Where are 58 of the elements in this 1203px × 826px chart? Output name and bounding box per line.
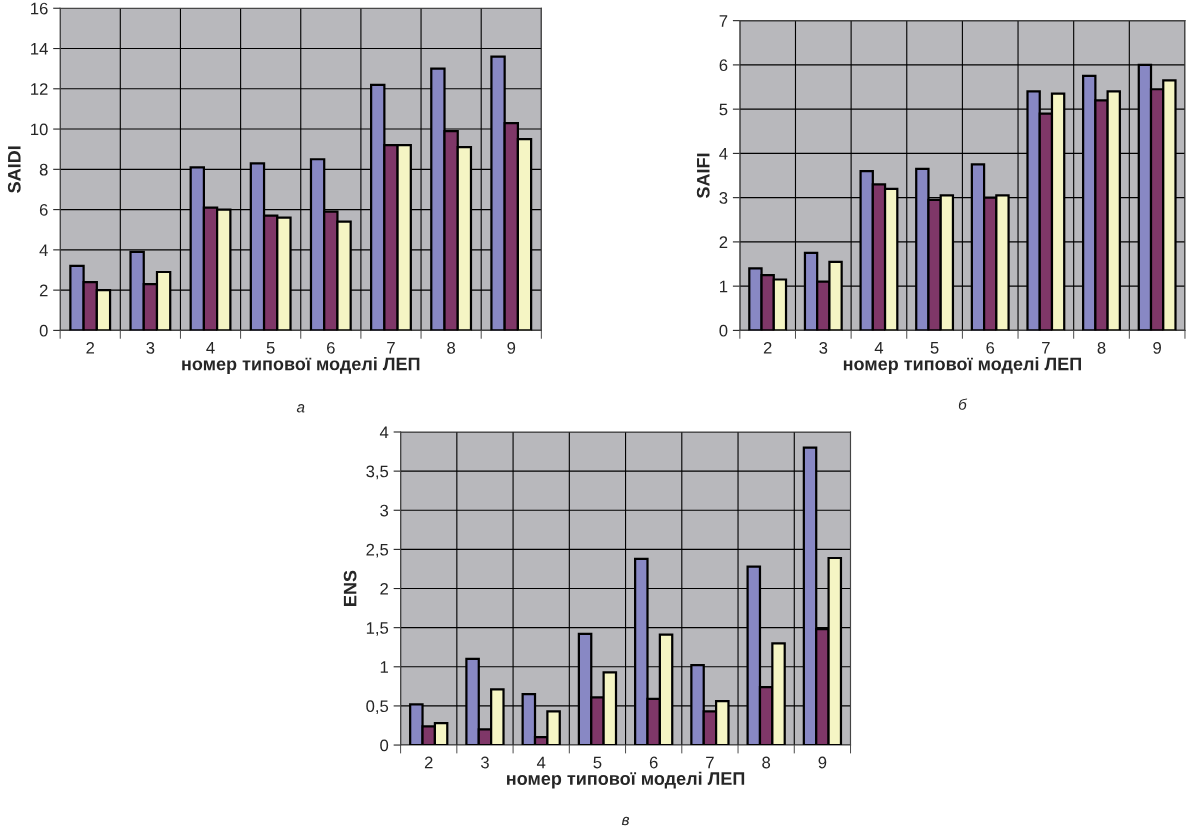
y-tick-label: 10: [31, 123, 48, 136]
y-tick-label: 4: [379, 426, 389, 439]
y-axis-title: ENS: [343, 570, 357, 606]
x-tick-label: 2: [763, 341, 772, 354]
x-tick-label: 4: [536, 756, 546, 769]
y-tick-label: 2: [380, 582, 388, 595]
x-tick-label: 7: [706, 756, 714, 769]
x-tick-label: 6: [649, 756, 658, 769]
y-tick-label: 0: [719, 324, 728, 337]
y-tick-label: 1,5: [366, 622, 389, 636]
x-tick-label: 9: [507, 341, 516, 354]
x-tick-label: 2: [424, 756, 433, 769]
y-tick-label: 8: [39, 163, 48, 176]
y-tick-label: 16: [31, 2, 48, 15]
text: а: [296, 404, 305, 413]
x-axis-title: номер типової моделі ЛЕП: [507, 771, 745, 789]
y-tick-label: 4: [39, 244, 48, 256]
y-tick-label: 3,5: [366, 465, 389, 480]
y-tick-label: 3: [380, 504, 389, 517]
x-tick-label: 6: [327, 341, 335, 354]
y-axis-title: SAIDI: [7, 146, 21, 193]
x-tick-label: 5: [593, 756, 602, 769]
x-tick-label: 7: [1042, 342, 1050, 354]
y-tick-label: 14: [31, 43, 48, 55]
x-axis-title: номер типової моделі ЛЕП: [843, 357, 1081, 374]
x-tick-label: 9: [1153, 341, 1161, 354]
x-tick-label: 4: [874, 342, 884, 354]
y-tick-label: 0,5: [366, 700, 389, 715]
x-tick-label: 3: [146, 341, 155, 354]
x-tick-label: 8: [762, 756, 771, 769]
text: в: [621, 816, 630, 826]
x-tick-label: 2: [86, 341, 95, 354]
x-tick-label: 3: [480, 756, 489, 769]
y-tick-label: 5: [719, 103, 728, 116]
x-axis-title: номер типової моделі ЛЕП: [182, 357, 420, 374]
x-tick-label: 3: [819, 341, 828, 354]
text: б: [958, 398, 968, 410]
y-tick-label: 6: [719, 59, 728, 72]
x-tick-label: 6: [986, 341, 995, 354]
y-tick-label: 4: [719, 147, 728, 160]
y-tick-label: 0: [39, 324, 48, 337]
y-tick-label: 2: [39, 284, 48, 297]
y-axis-title: SAIFI: [696, 153, 710, 199]
y-tick-label: 6: [39, 204, 48, 216]
y-tick-label: 1: [720, 280, 728, 293]
x-tick-label: 4: [206, 342, 215, 354]
y-tick-label: 0: [380, 739, 389, 752]
x-tick-label: 5: [930, 342, 939, 354]
y-tick-label: 2: [719, 236, 728, 248]
y-tick-label: 1: [380, 661, 388, 673]
y-tick-label: 2,5: [366, 543, 389, 558]
y-tick-label: 7: [719, 15, 728, 27]
x-tick-label: 8: [447, 341, 456, 354]
x-tick-label: 5: [266, 342, 275, 354]
y-tick-label: 12: [31, 83, 48, 95]
x-tick-label: 9: [818, 756, 827, 769]
y-tick-label: 3: [719, 192, 728, 204]
x-tick-label: 8: [1097, 341, 1106, 354]
